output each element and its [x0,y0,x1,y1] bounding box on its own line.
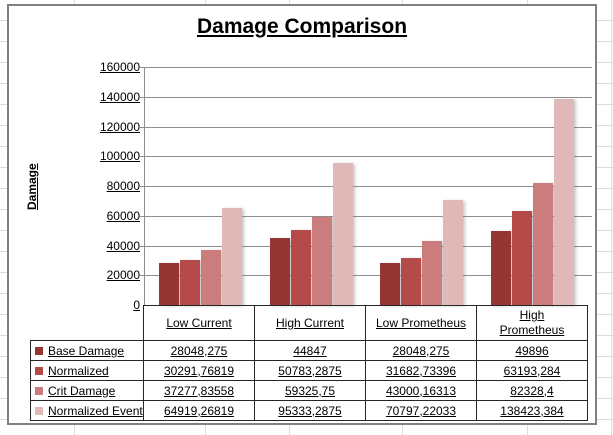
legend-swatch-icon [35,366,43,375]
series-label-cell: Normalized [30,361,144,381]
plot-area [140,67,592,305]
bar-normalized[interactable] [512,211,533,305]
chart-object[interactable]: Damage Comparison Damage 0 20000 40000 6000… [7,4,597,425]
y-axis-line [144,67,145,305]
bar-normalized-event[interactable] [221,208,242,305]
gridline [140,67,592,68]
value-cell: 82328,4 [477,381,588,401]
value-cell: 59325,75 [255,381,366,401]
value-cell: 37277,83558 [144,381,255,401]
value-cell: 70797,22033 [366,401,477,421]
value-cell: 28048,275 [144,341,255,361]
gridline [140,275,592,277]
bar-normalized[interactable] [290,229,311,305]
bar-base-damage[interactable] [269,238,290,305]
series-name: Crit Damage [48,383,116,398]
y-tick-label: 40000 [106,238,140,253]
y-tick-label: 100000 [99,149,140,164]
gridline [140,245,592,247]
series-name: Base Damage [48,343,125,358]
legend-swatch-icon [35,346,43,355]
y-tick-label: 60000 [106,208,140,223]
bar-group-4 [477,67,588,305]
y-tick-label: 0 [133,298,140,312]
bar-crit-damage[interactable] [422,241,443,305]
gridline [140,126,592,128]
bar-groups [145,67,588,305]
bar-normalized-event[interactable] [443,199,464,305]
sheet-column-gridline [611,0,612,435]
y-tick-label: 120000 [99,119,140,134]
bar-normalized-event[interactable] [554,99,575,305]
bar-crit-damage[interactable] [200,249,221,305]
bar-base-damage[interactable] [491,230,512,305]
legend-swatch-icon [35,386,43,395]
category-header-cell: High Prometheus [477,305,588,341]
series-name: Normalized Event [48,403,143,418]
bar-normalized[interactable] [179,259,200,305]
chart-data-table: Low Current High Current Low Prometheus Hig… [30,305,588,421]
value-cell: 44847 [255,341,366,361]
value-cell: 31682,73396 [366,361,477,381]
y-tick-label: 80000 [106,179,140,193]
y-tick-label: 160000 [99,60,140,74]
value-cell: 138423,384 [477,401,588,421]
bar-group-2 [256,67,367,305]
series-name: Normalized [48,363,109,378]
value-cell: 30291,76819 [144,361,255,381]
chart-title: Damage Comparison [196,15,408,38]
value-cell: 49896 [477,341,588,361]
gridline [140,96,592,98]
y-axis-title: Damage [25,163,39,210]
gridline [140,156,592,158]
y-tick-label: 20000 [106,268,140,283]
value-cell: 95333,2875 [255,401,366,421]
category-header-cell: High Current [255,305,366,341]
series-label-cell: Crit Damage [30,381,144,401]
value-cell: 64919,26819 [144,401,255,421]
series-label-cell: Normalized Event [30,401,144,421]
bar-group-3 [367,67,478,305]
value-cell: 50783,2875 [255,361,366,381]
gridline [140,215,592,217]
series-label-cell: Base Damage [30,341,144,361]
table-corner-cell [30,305,144,341]
bar-normalized[interactable] [401,257,422,305]
bar-base-damage[interactable] [380,263,401,305]
bar-normalized-event[interactable] [332,163,353,305]
value-cell: 63193,284 [477,361,588,381]
y-tick-label: 140000 [99,89,140,104]
value-cell: 43000,16313 [366,381,477,401]
gridline [140,186,592,187]
bar-crit-damage[interactable] [311,216,332,305]
bar-crit-damage[interactable] [533,182,554,305]
legend-swatch-icon [35,406,43,415]
category-header-cell: Low Prometheus [366,305,477,341]
value-cell: 28048,275 [366,341,477,361]
bar-group-1 [145,67,256,305]
bar-base-damage[interactable] [158,263,179,305]
category-header-cell: Low Current [144,305,255,341]
